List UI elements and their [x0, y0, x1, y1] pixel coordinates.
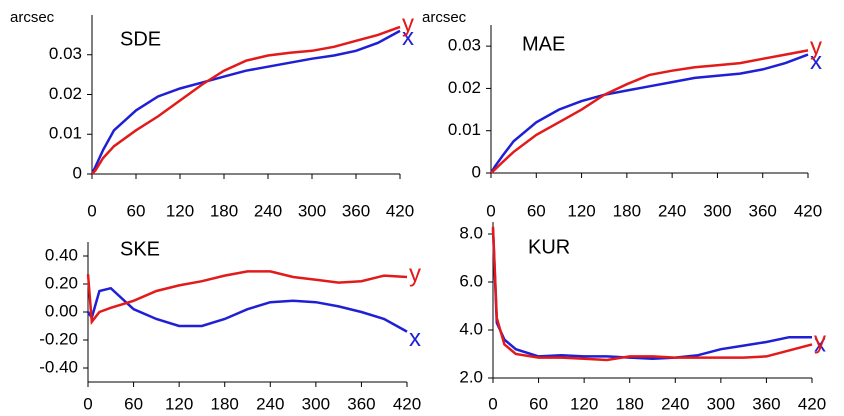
- y-tick-label: 4.0: [459, 319, 483, 338]
- series-label: y: [810, 34, 822, 61]
- x-tick-label: 420: [386, 201, 414, 220]
- chart-title: KUR: [528, 236, 570, 258]
- x-tick-label: 120: [165, 394, 193, 413]
- y-tick-label: 0.03: [49, 44, 82, 63]
- x-tick-label: 240: [254, 201, 282, 220]
- x-tick-label: 180: [211, 394, 239, 413]
- series-line: [91, 25, 401, 175]
- series-label: y: [402, 10, 414, 37]
- chart-title: SDE: [120, 28, 161, 50]
- y-tick-label: 2.0: [459, 367, 483, 386]
- x-tick-label: 180: [616, 394, 644, 413]
- series-label: x: [409, 325, 421, 352]
- x-tick-label: 300: [298, 201, 326, 220]
- x-tick-label: 420: [798, 394, 826, 413]
- series-line: [86, 270, 408, 326]
- series-line: [86, 286, 408, 333]
- x-tick-label: 180: [613, 201, 641, 220]
- series-line: [90, 29, 401, 175]
- y-tick-label: 0.01: [448, 120, 481, 139]
- y-tick-label: 0: [73, 163, 82, 182]
- x-tick-label: 240: [661, 394, 689, 413]
- x-tick-label: 360: [752, 394, 780, 413]
- series-line: [490, 49, 809, 174]
- y-tick-label: -0.20: [39, 329, 78, 348]
- y-tick-label: 0: [472, 162, 481, 181]
- x-tick-label: 240: [256, 394, 284, 413]
- x-tick-label: 60: [127, 201, 146, 220]
- x-tick-label: 240: [658, 201, 686, 220]
- x-tick-label: 120: [570, 394, 598, 413]
- x-tick-label: 0: [486, 201, 495, 220]
- x-tick-label: 300: [703, 201, 731, 220]
- x-tick-label: 60: [529, 394, 548, 413]
- x-tick-label: 120: [166, 201, 194, 220]
- y-tick-label: -0.40: [39, 357, 78, 376]
- x-tick-label: 60: [527, 201, 546, 220]
- y-tick-label: 0.02: [49, 84, 82, 103]
- series-line: [489, 53, 809, 174]
- x-tick-label: 0: [83, 394, 92, 413]
- y-tick-label: 0.01: [49, 124, 82, 143]
- y-axis-label: arcsec: [10, 9, 55, 26]
- x-tick-label: 300: [707, 394, 735, 413]
- chart-title: MAE: [522, 33, 565, 55]
- x-tick-label: 420: [794, 201, 822, 220]
- x-tick-label: 360: [342, 201, 370, 220]
- x-tick-label: 180: [210, 201, 238, 220]
- series-line: [491, 226, 813, 362]
- y-tick-label: 0.20: [45, 273, 78, 292]
- y-tick-label: 8.0: [459, 223, 483, 242]
- x-tick-label: 420: [393, 394, 421, 413]
- x-tick-label: 0: [87, 201, 96, 220]
- y-axis-label: arcsec: [422, 9, 467, 26]
- y-tick-label: 0.02: [448, 78, 481, 97]
- series-label: y: [409, 260, 421, 287]
- y-tick-label: 0.00: [45, 301, 78, 320]
- x-tick-label: 300: [302, 394, 330, 413]
- series-label: x: [402, 24, 414, 51]
- x-tick-label: 120: [567, 201, 595, 220]
- x-tick-label: 360: [347, 394, 375, 413]
- y-tick-label: 6.0: [459, 271, 483, 290]
- series-label: y: [814, 328, 826, 355]
- y-tick-label: 0.03: [448, 36, 481, 55]
- x-tick-label: 360: [749, 201, 777, 220]
- x-tick-label: 0: [488, 394, 497, 413]
- series-label: x: [814, 331, 826, 358]
- series-label: x: [810, 48, 822, 75]
- chart-title: SKE: [120, 238, 160, 260]
- x-tick-label: 60: [124, 394, 143, 413]
- y-tick-label: 0.40: [45, 245, 78, 264]
